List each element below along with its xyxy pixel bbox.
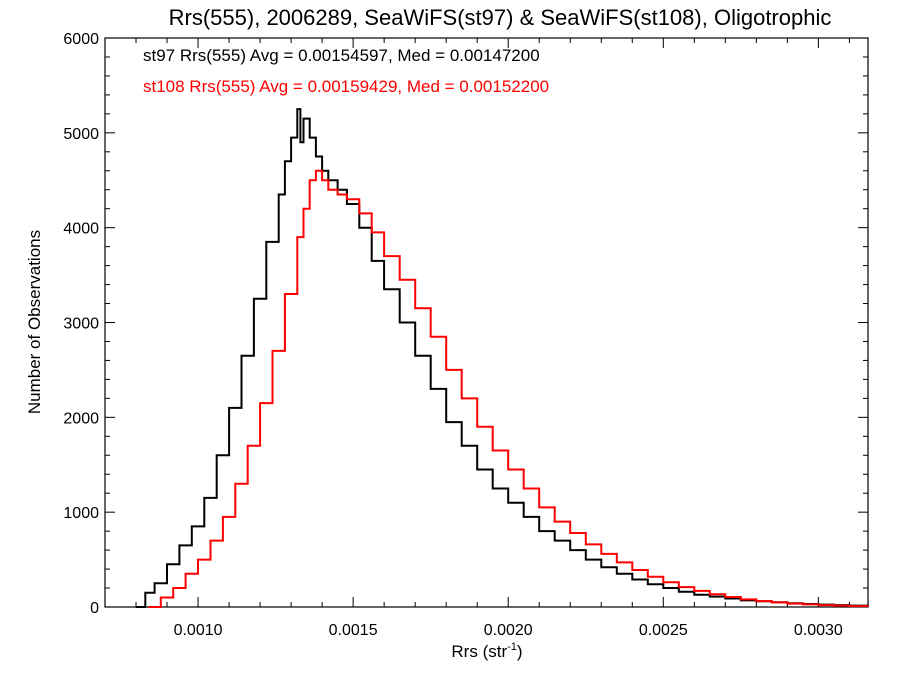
x-tick-label: 0.0030 bbox=[794, 622, 843, 639]
x-axis-label: Rrs (str-1) bbox=[451, 641, 522, 661]
series-layer bbox=[136, 108, 869, 608]
y-tick-label: 6000 bbox=[63, 31, 99, 48]
y-tick-label: 5000 bbox=[63, 126, 99, 143]
x-tick-label: 0.0020 bbox=[484, 622, 533, 639]
x-axis: 0.0010 0.0015 0.0020 0.0025 0.0030 bbox=[104, 38, 850, 639]
x-tick-label: 0.0025 bbox=[639, 622, 688, 639]
plot-border bbox=[104, 37, 869, 608]
x-tick-label: 0.0015 bbox=[329, 622, 378, 639]
y-tick-label: 2000 bbox=[63, 410, 99, 427]
x-tick-label: 0.0010 bbox=[174, 622, 223, 639]
y-axis: 0 1000 2000 3000 4000 5000 6000 bbox=[63, 31, 868, 617]
x-axis-label-close: ) bbox=[517, 642, 523, 661]
y-tick-label: 4000 bbox=[63, 221, 99, 238]
x-axis-label-main: Rrs (str bbox=[451, 642, 507, 661]
plot-frame bbox=[104, 37, 869, 608]
y-tick-label: 0 bbox=[90, 600, 99, 617]
series-line-st97 bbox=[136, 108, 869, 608]
legend-entry-st97: st97 Rrs(555) Avg = 0.00154597, Med = 0.… bbox=[143, 46, 540, 65]
y-tick-label: 3000 bbox=[63, 316, 99, 333]
y-tick-label: 1000 bbox=[63, 505, 99, 522]
x-axis-label-exponent: -1 bbox=[507, 641, 517, 653]
chart-title: Rrs(555), 2006289, SeaWiFS(st97) & SeaWi… bbox=[169, 5, 832, 30]
series-line-st108 bbox=[148, 169, 869, 608]
y-axis-label: Number of Observations bbox=[25, 230, 44, 414]
legend-entry-st108: st108 Rrs(555) Avg = 0.00159429, Med = 0… bbox=[143, 77, 549, 96]
